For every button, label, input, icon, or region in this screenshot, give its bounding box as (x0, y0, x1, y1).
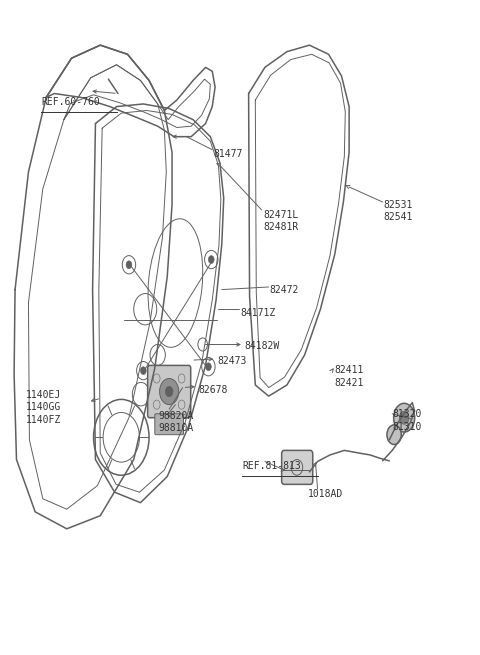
Circle shape (137, 362, 150, 380)
Circle shape (204, 250, 218, 269)
Text: 82678: 82678 (198, 385, 228, 395)
Text: 82473: 82473 (217, 356, 246, 367)
Circle shape (159, 379, 179, 405)
Circle shape (205, 363, 211, 371)
Text: REF.60-760: REF.60-760 (41, 97, 100, 107)
Text: 1018AD: 1018AD (308, 489, 343, 499)
Circle shape (208, 255, 214, 263)
Circle shape (141, 367, 146, 375)
Circle shape (165, 386, 173, 397)
Circle shape (202, 358, 215, 376)
Text: 84171Z: 84171Z (240, 308, 275, 318)
Text: 81320
81310: 81320 81310 (392, 409, 421, 432)
Text: 82471L
82481R: 82471L 82481R (263, 210, 298, 232)
Text: REF.81-813: REF.81-813 (242, 461, 301, 471)
Text: 1140EJ
1140GG
1140FZ: 1140EJ 1140GG 1140FZ (25, 390, 61, 424)
Circle shape (122, 255, 136, 274)
FancyBboxPatch shape (282, 451, 313, 484)
Text: 84182W: 84182W (245, 341, 280, 351)
Text: 82472: 82472 (270, 284, 299, 295)
Text: 98820A
98810A: 98820A 98810A (158, 411, 194, 434)
Text: 81477: 81477 (214, 149, 243, 159)
FancyBboxPatch shape (148, 365, 191, 418)
Circle shape (394, 403, 415, 432)
Circle shape (387, 425, 401, 445)
Circle shape (126, 261, 132, 269)
Circle shape (399, 411, 409, 424)
Text: 82531
82541: 82531 82541 (384, 200, 413, 222)
FancyBboxPatch shape (155, 414, 183, 435)
Text: 82411
82421: 82411 82421 (335, 365, 364, 388)
